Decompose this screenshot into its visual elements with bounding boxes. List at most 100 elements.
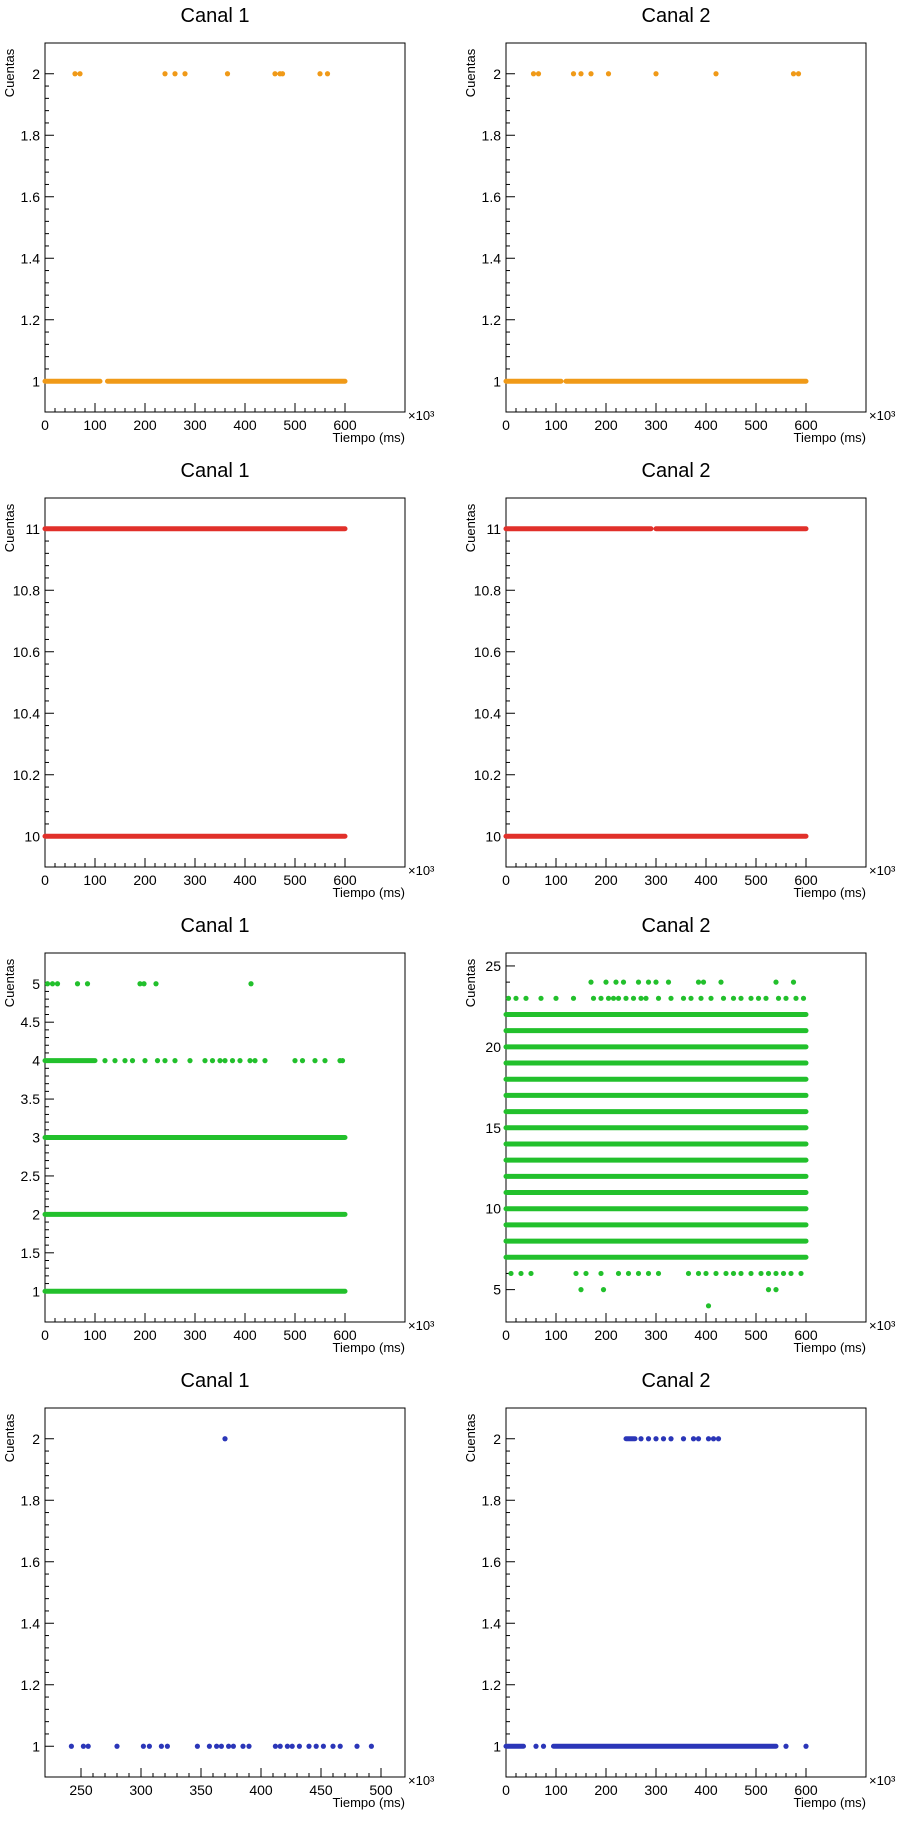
- x-tick-label: 350: [189, 1782, 213, 1798]
- data-point: [793, 995, 799, 1001]
- data-point: [605, 71, 612, 77]
- x-axis-label: Tiempo (ms): [333, 1340, 405, 1355]
- data-point: [643, 995, 649, 1001]
- data-point: [279, 71, 286, 77]
- data-point: [538, 995, 544, 1001]
- chart-title: Canal 2: [642, 460, 711, 482]
- data-point: [680, 995, 687, 1001]
- data-point: [638, 995, 644, 1001]
- data-point: [723, 1270, 729, 1277]
- data-point: [680, 1436, 687, 1442]
- data-point: [653, 1436, 659, 1442]
- y-tick-label: 1.6: [21, 1554, 41, 1570]
- data-point: [730, 1270, 737, 1277]
- x-tick-label: 400: [694, 872, 718, 888]
- x-tick-label: 450: [309, 1782, 333, 1798]
- y-tick-label: 1.8: [21, 127, 41, 143]
- x-axis-label: Tiempo (ms): [794, 1340, 866, 1355]
- data-point: [187, 1058, 193, 1064]
- data-point: [638, 1436, 644, 1442]
- y-tick-label: 1.8: [482, 127, 502, 143]
- data-point: [615, 1270, 622, 1277]
- data-point: [354, 1743, 360, 1749]
- data-point: [540, 1743, 547, 1749]
- y-tick-label: 3.5: [21, 1091, 41, 1107]
- y-axis-label: Cuentas: [2, 1413, 17, 1462]
- y-tick-label: 1.4: [21, 250, 41, 266]
- y-tick-label: 1: [32, 1738, 40, 1754]
- x-tick-label: 400: [694, 1782, 718, 1798]
- chart-title: Canal 1: [181, 5, 250, 27]
- y-tick-label: 10.6: [13, 644, 40, 660]
- data-point: [158, 1743, 164, 1749]
- data-point: [129, 1058, 136, 1064]
- x-tick-label: 300: [644, 872, 668, 888]
- data-point: [317, 71, 323, 77]
- data-point: [112, 1058, 118, 1064]
- x-tick-label: 300: [644, 417, 668, 433]
- plot-frame: [505, 42, 867, 413]
- x-tick-label: 600: [794, 417, 818, 433]
- y-tick-label: 10: [485, 828, 501, 844]
- x-axis-multiplier: ×10³: [408, 1318, 435, 1333]
- x-axis-multiplier: ×10³: [408, 1773, 435, 1788]
- y-tick-label: 1.2: [482, 1677, 502, 1693]
- data-point: [603, 979, 609, 985]
- x-axis-label: Tiempo (ms): [794, 430, 866, 445]
- y-axis-label: Cuentas: [2, 503, 17, 552]
- data-point: [788, 1270, 794, 1277]
- data-point: [665, 979, 672, 985]
- chart-title: Canal 2: [642, 915, 711, 937]
- data-point: [162, 71, 168, 77]
- x-tick-label: 100: [83, 1327, 107, 1343]
- data-point: [194, 1743, 200, 1749]
- x-axis-multiplier: ×10³: [408, 863, 435, 878]
- data-point: [140, 1743, 146, 1749]
- x-tick-label: 500: [744, 417, 768, 433]
- data-point: [590, 995, 597, 1001]
- x-tick-label: 600: [333, 1327, 357, 1343]
- data-point: [44, 981, 51, 987]
- x-tick-label: 600: [794, 1782, 818, 1798]
- data-point: [635, 1270, 642, 1277]
- data-point: [312, 1058, 318, 1064]
- x-tick-label: 400: [233, 417, 257, 433]
- plot-frame: [44, 1407, 406, 1778]
- data-point: [154, 1058, 161, 1064]
- chart-p32: Canal 2 0 100 200 300 400 500 600 5 10 15 20 25 Cuent…: [463, 915, 896, 1355]
- panel-row3-right: Canal 2 0 100 200 300 400 500 600 5 10 15 20 25 Cuent…: [461, 910, 922, 1365]
- x-tick-label: 400: [694, 1327, 718, 1343]
- data-point: [598, 1270, 604, 1277]
- data-point: [800, 995, 807, 1001]
- x-tick-label: 400: [233, 1327, 257, 1343]
- x-tick-label: 400: [694, 417, 718, 433]
- data-point: [730, 995, 737, 1001]
- data-point: [272, 1743, 278, 1749]
- y-tick-label: 1.6: [21, 189, 41, 205]
- data-point: [368, 1743, 374, 1749]
- x-tick-label: 300: [183, 1327, 207, 1343]
- data-point: [141, 981, 147, 987]
- data-point: [114, 1743, 120, 1749]
- data-point: [613, 979, 619, 985]
- x-tick-label: 600: [333, 872, 357, 888]
- y-tick-label: 1.2: [482, 312, 502, 328]
- y-axis-label: Cuentas: [463, 1413, 478, 1462]
- data-point: [690, 1436, 697, 1442]
- plot-frame: [44, 497, 406, 868]
- data-point: [528, 1270, 534, 1277]
- plot-frame: [44, 42, 406, 413]
- x-tick-label: 200: [594, 1327, 618, 1343]
- chart-p11: Canal 1 0 100 200 300 400 500 600 1 1.2 1.4 1.6 1.8 2…: [2, 5, 435, 445]
- data-point: [339, 1058, 346, 1064]
- y-tick-label: 15: [485, 1120, 501, 1136]
- x-tick-label: 300: [183, 417, 207, 433]
- panel-row4-left: Canal 1 250 300 350 400 450 500 1 1.2 1.4 1.6 1.8 2 C…: [0, 1365, 461, 1820]
- data-point: [72, 71, 78, 77]
- x-tick-label: 100: [544, 872, 568, 888]
- y-axis-label: Cuentas: [2, 958, 17, 1007]
- data-point: [142, 1058, 148, 1064]
- data-point: [720, 995, 727, 1001]
- data-point: [553, 995, 559, 1001]
- data-point: [713, 71, 719, 77]
